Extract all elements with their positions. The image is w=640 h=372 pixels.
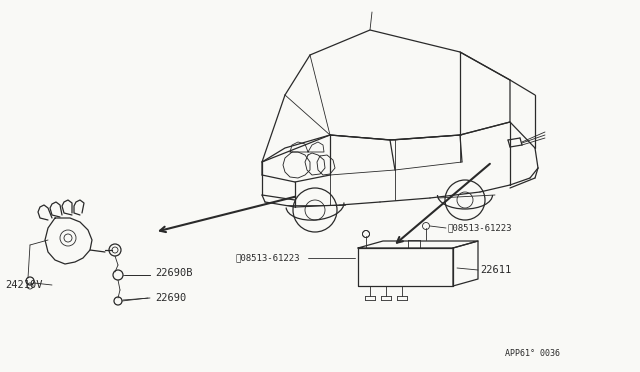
Text: 22690B: 22690B: [155, 268, 193, 278]
Text: 24210V: 24210V: [5, 280, 42, 290]
Text: 22611: 22611: [480, 265, 511, 275]
Text: Ⓝ08513-61223: Ⓝ08513-61223: [235, 253, 300, 263]
Text: APP61° 0036: APP61° 0036: [505, 350, 560, 359]
Text: Ⓝ08513-61223: Ⓝ08513-61223: [448, 224, 513, 232]
Text: 22690: 22690: [155, 293, 186, 303]
